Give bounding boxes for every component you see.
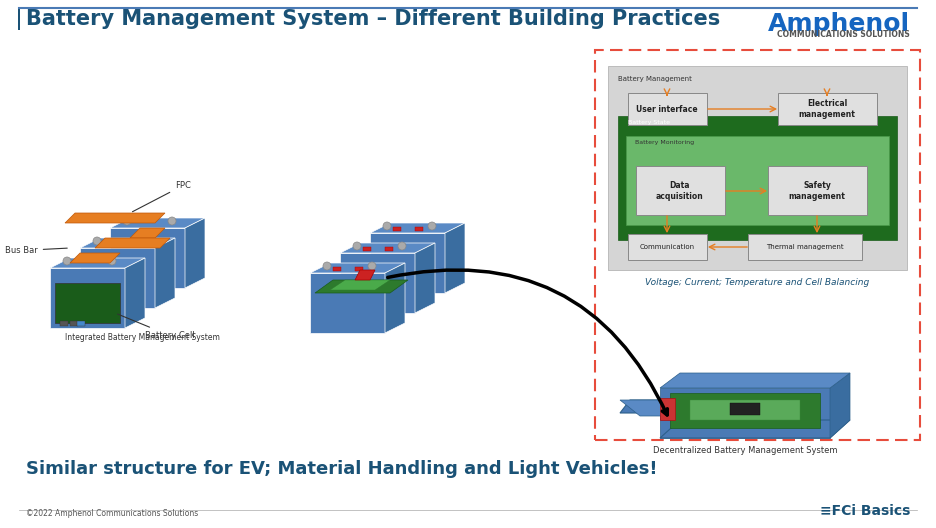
- Polygon shape: [670, 393, 820, 428]
- Polygon shape: [80, 248, 155, 308]
- FancyBboxPatch shape: [768, 166, 867, 215]
- Polygon shape: [340, 253, 415, 313]
- Polygon shape: [125, 258, 145, 328]
- Circle shape: [63, 257, 71, 265]
- FancyBboxPatch shape: [748, 234, 862, 260]
- Polygon shape: [660, 420, 850, 438]
- Text: Similar structure for EV; Material Handling and Light Vehicles!: Similar structure for EV; Material Handl…: [26, 460, 657, 478]
- Polygon shape: [355, 267, 363, 271]
- Text: COMMUNICATIONS SOLUTIONS: COMMUNICATIONS SOLUTIONS: [777, 30, 910, 39]
- Text: Amphenol: Amphenol: [768, 12, 910, 36]
- FancyBboxPatch shape: [618, 116, 897, 240]
- Polygon shape: [680, 400, 700, 423]
- FancyBboxPatch shape: [626, 136, 889, 225]
- Polygon shape: [415, 243, 435, 313]
- Text: Battery Monitoring: Battery Monitoring: [635, 140, 695, 145]
- Circle shape: [428, 222, 436, 230]
- Circle shape: [398, 242, 406, 250]
- Polygon shape: [55, 283, 120, 323]
- Polygon shape: [730, 403, 760, 415]
- Polygon shape: [310, 263, 405, 273]
- Circle shape: [353, 242, 361, 250]
- Polygon shape: [660, 398, 675, 420]
- FancyBboxPatch shape: [636, 166, 725, 215]
- Polygon shape: [340, 243, 435, 253]
- Polygon shape: [660, 388, 830, 438]
- Polygon shape: [110, 228, 185, 288]
- Polygon shape: [110, 218, 205, 228]
- Polygon shape: [660, 373, 850, 388]
- Polygon shape: [65, 213, 165, 223]
- Text: ≡FCi Basics: ≡FCi Basics: [820, 504, 910, 518]
- Polygon shape: [362, 247, 371, 251]
- Polygon shape: [70, 321, 78, 326]
- Circle shape: [383, 222, 391, 230]
- Polygon shape: [155, 238, 175, 308]
- Polygon shape: [385, 263, 405, 333]
- Text: Thermal management: Thermal management: [767, 244, 844, 250]
- Text: Bus Bar: Bus Bar: [5, 246, 67, 255]
- Text: Integrated Battery Management System: Integrated Battery Management System: [65, 333, 220, 342]
- Text: FPC: FPC: [133, 181, 191, 212]
- Text: Voltage; Current; Temperature and Cell Balancing: Voltage; Current; Temperature and Cell B…: [646, 278, 870, 287]
- Text: Battery State: Battery State: [628, 120, 670, 125]
- Circle shape: [138, 237, 146, 245]
- Polygon shape: [50, 268, 125, 328]
- FancyBboxPatch shape: [608, 66, 907, 270]
- Polygon shape: [60, 321, 68, 326]
- Text: Battery Management: Battery Management: [618, 76, 692, 82]
- Polygon shape: [620, 400, 700, 416]
- Polygon shape: [70, 253, 120, 263]
- Text: Data
acquisition: Data acquisition: [656, 181, 704, 201]
- Polygon shape: [690, 400, 800, 420]
- Polygon shape: [830, 373, 850, 438]
- Text: ©2022 Amphenol Communications Solutions: ©2022 Amphenol Communications Solutions: [26, 509, 198, 518]
- Text: User interface: User interface: [636, 105, 698, 114]
- Polygon shape: [95, 238, 170, 248]
- Text: Safety
management: Safety management: [788, 181, 845, 201]
- Text: Electrical
management: Electrical management: [798, 99, 856, 119]
- Polygon shape: [355, 270, 375, 280]
- FancyBboxPatch shape: [778, 93, 877, 125]
- Polygon shape: [50, 258, 145, 268]
- Polygon shape: [445, 223, 465, 293]
- Polygon shape: [130, 228, 165, 238]
- Polygon shape: [310, 273, 385, 333]
- Polygon shape: [80, 238, 175, 248]
- Circle shape: [168, 217, 176, 225]
- Polygon shape: [330, 280, 390, 290]
- Polygon shape: [392, 227, 401, 231]
- Polygon shape: [620, 400, 690, 413]
- Circle shape: [93, 237, 101, 245]
- Bar: [18, 8, 20, 30]
- FancyBboxPatch shape: [628, 234, 707, 260]
- Text: Decentralized Battery Management System: Decentralized Battery Management System: [652, 446, 837, 455]
- Polygon shape: [370, 223, 465, 233]
- Circle shape: [123, 217, 131, 225]
- Polygon shape: [185, 218, 205, 288]
- Polygon shape: [77, 321, 85, 326]
- Circle shape: [368, 262, 376, 270]
- Circle shape: [323, 262, 331, 270]
- Circle shape: [108, 257, 116, 265]
- Polygon shape: [385, 247, 393, 251]
- Polygon shape: [415, 227, 423, 231]
- Polygon shape: [370, 233, 445, 293]
- Text: Battery Cell: Battery Cell: [118, 314, 195, 340]
- Polygon shape: [315, 280, 408, 293]
- Text: Communication: Communication: [639, 244, 695, 250]
- Text: Battery Management System – Different Building Practices: Battery Management System – Different Bu…: [26, 9, 720, 29]
- FancyBboxPatch shape: [628, 93, 707, 125]
- Polygon shape: [332, 267, 341, 271]
